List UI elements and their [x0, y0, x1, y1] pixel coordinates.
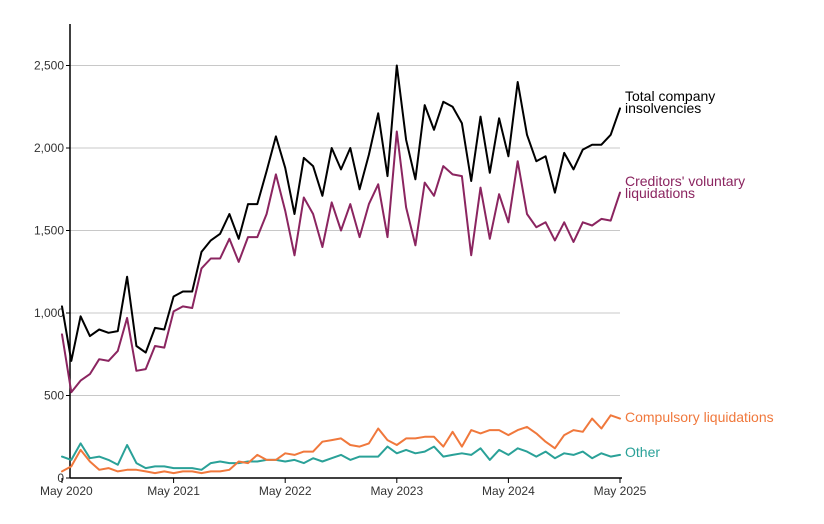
series-label: Compulsory liquidations	[625, 409, 774, 425]
x-tick-label: May 2022	[259, 484, 312, 498]
series-line-other	[61, 442, 621, 471]
x-tick-label: May 2025	[594, 484, 647, 498]
y-tick-label: 500	[44, 389, 64, 403]
x-axis-ticks: May 2020 May 2021 May 2022 May 2023 May 2024…	[40, 478, 647, 498]
series-label: Other	[625, 444, 660, 460]
x-tick-label: May 2024	[482, 484, 535, 498]
series-lines	[61, 64, 621, 475]
series-line-creditors-voluntary-liquidations	[61, 130, 621, 394]
series-label: Total company insolvencies	[625, 88, 715, 116]
y-tick-label: 2,500	[34, 59, 64, 73]
axes	[69, 24, 622, 479]
x-tick-label: May 2021	[147, 484, 200, 498]
series-labels: Total company insolvencies Creditors' volu…	[625, 88, 774, 460]
y-tick-label: 1,500	[34, 224, 64, 238]
x-tick-label: May 2020	[40, 484, 93, 498]
gridlines	[70, 65, 620, 396]
y-tick-label: 0	[57, 471, 64, 485]
y-tick-label: 2,000	[34, 141, 64, 155]
x-tick-label: May 2023	[370, 484, 423, 498]
y-tick-label: 1,000	[34, 306, 64, 320]
series-line-compulsory-liquidations	[61, 414, 621, 475]
series-line-total-company-insolvencies	[61, 64, 621, 362]
y-axis-ticks: 0 500 1,000 1,500 2,000 2,500	[34, 59, 70, 485]
series-label: Creditors' voluntary liquidations	[625, 173, 745, 201]
